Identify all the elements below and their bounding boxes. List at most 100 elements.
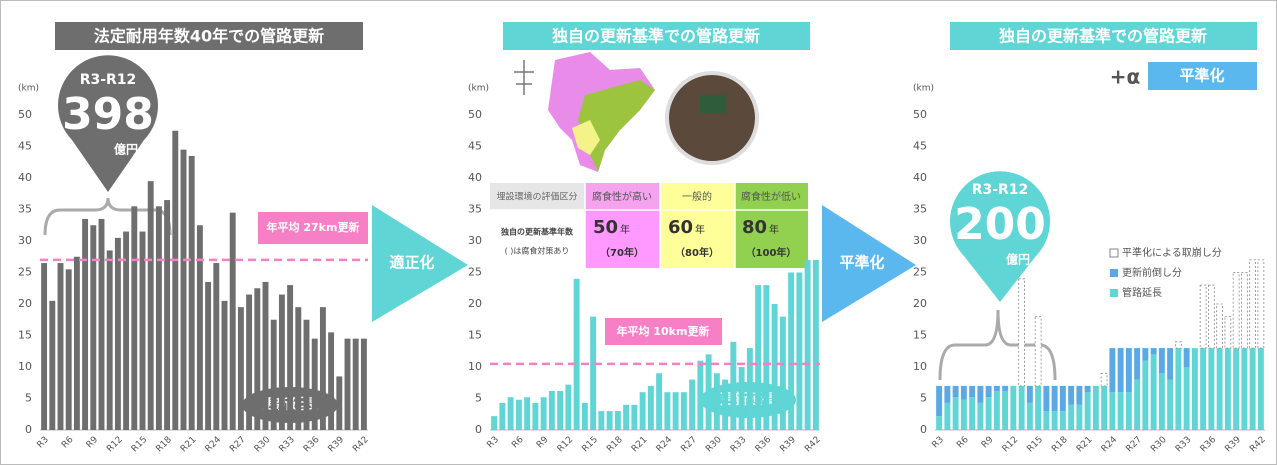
table-header: 埋設環境の評価区分	[496, 191, 577, 203]
y-tick-label: 45	[468, 140, 482, 153]
bar-segment	[1250, 260, 1256, 348]
bar-segment	[1052, 411, 1058, 430]
years-unit: 年	[769, 223, 779, 236]
bar	[172, 131, 178, 430]
protected-years: （80年）	[675, 246, 719, 259]
bar	[747, 348, 753, 430]
bar-segment	[969, 397, 975, 430]
bar	[353, 339, 359, 430]
bar-segment	[1200, 285, 1206, 348]
bar	[631, 405, 637, 430]
y-tick-label: 10	[913, 360, 927, 373]
bar-segment	[1101, 373, 1107, 386]
years: 80	[742, 217, 767, 238]
bar-segment	[936, 386, 942, 416]
y-tick-label: 50	[468, 108, 482, 121]
bar-segment	[1068, 405, 1074, 430]
callout-unit: 億円	[114, 142, 138, 157]
y-tick-label: 10	[18, 360, 32, 373]
bar-segment	[1250, 348, 1256, 430]
y-tick-label: 30	[468, 234, 482, 247]
years-unit: 年	[620, 223, 630, 236]
bar-segment	[1258, 260, 1264, 348]
bar	[254, 288, 260, 430]
bar	[304, 320, 310, 430]
bar	[788, 273, 794, 431]
bar-segment	[1151, 348, 1157, 354]
bar	[780, 317, 786, 430]
bar	[295, 307, 301, 430]
bar	[107, 250, 113, 430]
bar-segment	[969, 386, 975, 397]
bar	[640, 392, 646, 430]
bar	[164, 200, 170, 430]
bar	[772, 304, 778, 430]
y-tick-label: 30	[18, 234, 32, 247]
bar	[140, 232, 146, 430]
bar-segment	[1167, 380, 1173, 430]
bar-segment	[1151, 354, 1157, 430]
bar	[557, 391, 563, 430]
bar	[345, 339, 351, 430]
y-tick-label: 5	[475, 392, 482, 405]
table-header: 一般的	[682, 190, 712, 203]
bar	[90, 225, 96, 430]
bar-segment	[994, 391, 1000, 430]
y-tick-label: 20	[18, 297, 32, 310]
bar	[549, 391, 555, 430]
bar	[271, 320, 277, 430]
legend-marker	[1110, 249, 1118, 257]
table-header: 腐食性が低い	[741, 190, 801, 203]
bar	[730, 342, 736, 430]
bar-segment	[953, 397, 959, 430]
bar	[99, 219, 105, 430]
bar	[598, 411, 604, 430]
bar	[287, 285, 293, 430]
years: 60	[668, 217, 693, 238]
bar	[524, 397, 530, 430]
bar-segment	[1241, 273, 1247, 349]
bar	[648, 386, 654, 430]
legend-marker	[1110, 269, 1118, 277]
bar	[115, 238, 121, 430]
bar-segment	[1192, 348, 1198, 430]
bar-segment	[1167, 348, 1173, 380]
bar-segment	[1043, 411, 1049, 430]
bar	[41, 263, 47, 430]
table-header: 腐食性が高い	[592, 190, 652, 203]
bar-segment	[1184, 348, 1190, 367]
bar	[565, 385, 571, 430]
bar-segment	[1076, 405, 1082, 430]
bar-segment	[1200, 348, 1206, 430]
bar	[532, 403, 538, 430]
bar-segment	[1126, 348, 1132, 392]
row-label: ( )は腐食対策あり	[505, 246, 570, 256]
y-tick-label: 20	[468, 297, 482, 310]
bar	[131, 206, 137, 430]
y-tick-label: 45	[913, 140, 927, 153]
bar-segment	[1060, 386, 1066, 411]
y-tick-label: 35	[18, 203, 32, 216]
bar	[82, 219, 88, 430]
bar-segment	[1217, 348, 1223, 430]
bar-segment	[1052, 386, 1058, 411]
legend-label: 更新前倒し分	[1122, 266, 1182, 279]
bar	[361, 339, 367, 430]
bar-segment	[1175, 342, 1181, 348]
bar	[763, 285, 769, 430]
bar-segment	[1010, 386, 1016, 430]
bar-segment	[1085, 386, 1091, 392]
bar	[58, 263, 64, 430]
bar-segment	[1134, 380, 1140, 430]
bar	[714, 373, 720, 430]
y-tick-label: 0	[25, 423, 32, 436]
bar-segment	[1258, 348, 1264, 430]
y-axis-label: (km)	[18, 84, 39, 94]
bar-segment	[1241, 348, 1247, 430]
bar-segment	[986, 397, 992, 430]
y-tick-label: 40	[468, 171, 482, 184]
bar-segment	[1225, 317, 1231, 349]
bar-segment	[944, 403, 950, 430]
bar-segment	[1109, 392, 1115, 430]
bar	[156, 206, 162, 430]
